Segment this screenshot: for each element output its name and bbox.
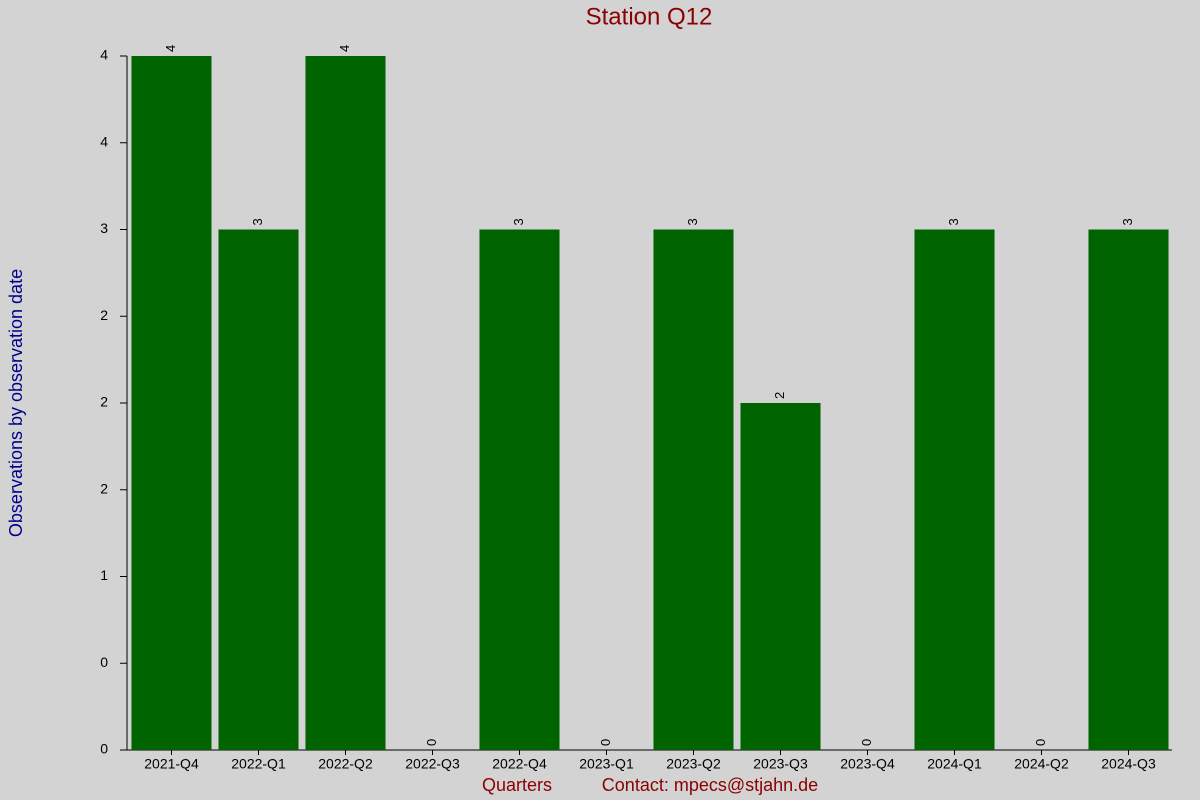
x-tick-label: 2023-Q2 [666,756,721,772]
x-tick-label: 2021-Q4 [144,756,199,772]
bar [653,229,734,750]
x-tick-label: 2022-Q1 [231,756,286,772]
value-label: 3 [1120,218,1135,225]
x-tick-label: 2022-Q2 [318,756,373,772]
value-label: 4 [163,45,178,52]
y-tick-label: 0 [100,654,108,670]
x-tick-label: 2023-Q4 [840,756,895,772]
x-tick-label: 2024-Q2 [1014,756,1069,772]
value-label: 3 [511,218,526,225]
x-tick-label: 2022-Q4 [492,756,547,772]
y-tick-label: 1 [100,567,108,583]
bar [131,56,212,750]
value-label: 0 [598,739,613,746]
bar [740,403,821,750]
y-tick-label: 2 [100,394,108,410]
y-tick-label: 4 [100,133,108,149]
x-tick-label: 2024-Q3 [1101,756,1156,772]
x-tick-label: 2023-Q1 [579,756,634,772]
x-axis-label: Quarters [482,775,552,795]
chart-title: Station Q12 [586,3,713,30]
x-tick-label: 2024-Q1 [927,756,982,772]
value-label: 4 [337,45,352,52]
y-axis-label: Observations by observation date [6,269,26,537]
y-tick-label: 3 [100,220,108,236]
x-tick-label: 2022-Q3 [405,756,460,772]
value-label: 0 [424,739,439,746]
bar [914,229,995,750]
value-label: 0 [859,739,874,746]
value-label: 3 [946,218,961,225]
value-label: 0 [1033,739,1048,746]
bar [1088,229,1169,750]
value-label: 3 [250,218,265,225]
value-label: 2 [772,392,787,399]
x-tick-label: 2023-Q3 [753,756,808,772]
value-label: 3 [685,218,700,225]
bar [479,229,560,750]
contact-note: Contact: mpecs@stjahn.de [602,775,818,795]
y-tick-label: 4 [100,47,108,63]
bar [305,56,386,750]
y-tick-label: 2 [100,480,108,496]
bar [218,229,299,750]
y-tick-label: 2 [100,307,108,323]
y-tick-label: 0 [100,741,108,757]
